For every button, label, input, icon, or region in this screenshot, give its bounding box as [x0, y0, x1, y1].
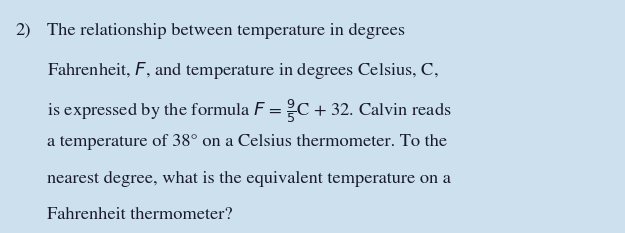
Text: The relationship between temperature in degrees: The relationship between temperature in …	[47, 23, 405, 39]
Text: a temperature of 38° on a Celsius thermometer. To the: a temperature of 38° on a Celsius thermo…	[47, 134, 447, 150]
Text: Fahrenheit thermometer?: Fahrenheit thermometer?	[47, 207, 232, 223]
Text: Fahrenheit, $\mathit{F}$, and temperature in degrees Celsius, C,: Fahrenheit, $\mathit{F}$, and temperatur…	[47, 60, 439, 81]
Text: 2): 2)	[16, 23, 31, 39]
Text: is expressed by the formula $\mathit{F}$ = $\frac{9}{5}$C + 32. Calvin reads: is expressed by the formula $\mathit{F}$…	[47, 97, 452, 125]
Text: nearest degree, what is the equivalent temperature on a: nearest degree, what is the equivalent t…	[47, 171, 451, 187]
